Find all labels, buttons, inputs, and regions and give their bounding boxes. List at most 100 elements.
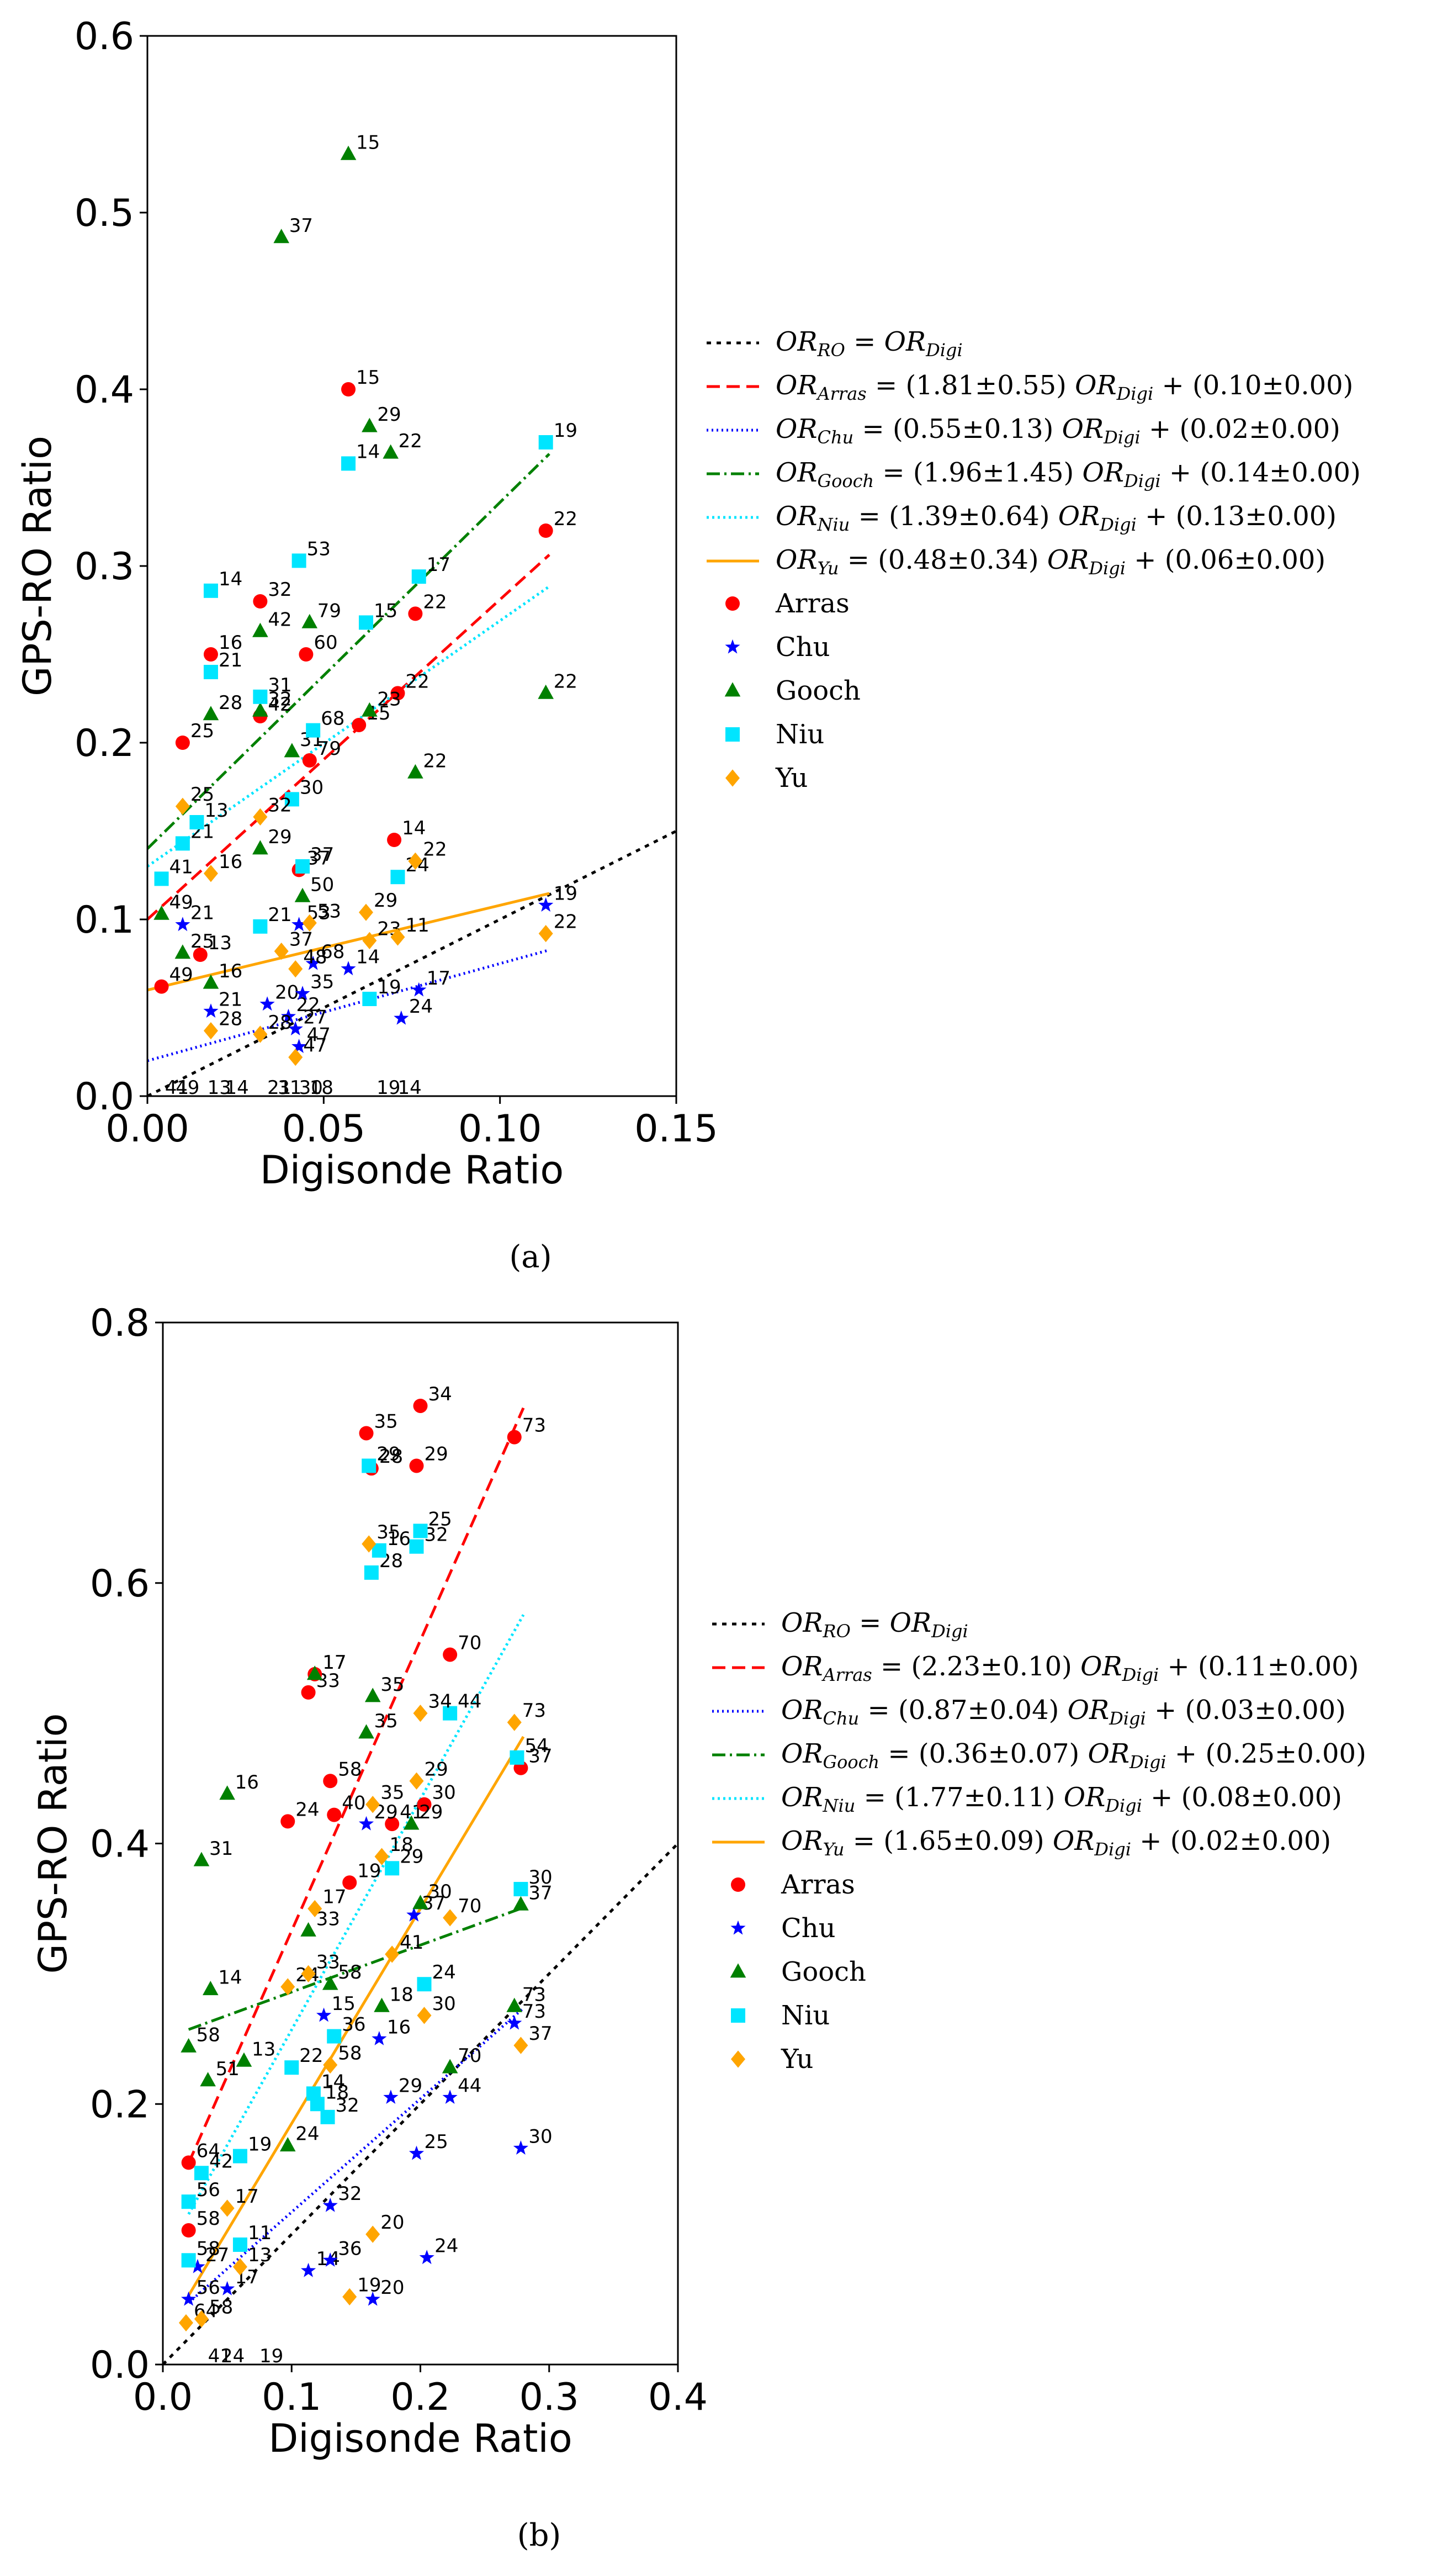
legend-label: Niu	[776, 719, 824, 750]
point-yu	[280, 1978, 295, 1996]
point-label: 28	[379, 1446, 403, 1468]
legend-marker-yu	[725, 769, 740, 787]
point-label: 29	[425, 1758, 448, 1780]
point-yu	[232, 2258, 247, 2276]
point-label: 19	[554, 882, 577, 904]
point-label: 51	[216, 2058, 240, 2080]
point-yu	[413, 1705, 428, 1722]
point-yu	[194, 2310, 209, 2328]
point-yu	[302, 914, 317, 932]
point-chu	[341, 961, 356, 976]
floor-point-label: 14	[397, 1077, 421, 1099]
point-label: 33	[316, 1908, 340, 1930]
point-chu	[316, 2007, 332, 2022]
point-label: 22	[423, 838, 447, 860]
legend-marker-niu	[725, 727, 740, 742]
point-label: 32	[268, 579, 291, 601]
point-gooch	[538, 684, 554, 699]
legend-entry: ORArras = (2.23±0.10) ORDigi + (0.11±0.0…	[781, 1651, 1359, 1685]
point-gooch	[279, 2137, 296, 2152]
point-yu	[365, 2225, 380, 2243]
point-chu	[301, 2262, 316, 2277]
floor-point-label: 31	[278, 1077, 301, 1099]
point-arras	[302, 753, 317, 768]
point-arras	[408, 606, 423, 621]
data-points: 6458243317584019352841293430707337562717…	[178, 1383, 553, 2367]
point-chu	[538, 897, 554, 912]
point-chu	[406, 1907, 422, 1922]
point-label: 15	[374, 600, 397, 622]
point-label: 17	[322, 1652, 346, 1674]
point-label: 15	[332, 1993, 356, 2015]
point-label: 25	[425, 2131, 448, 2153]
point-chu	[181, 2291, 197, 2306]
floor-point-label: 18	[310, 1077, 333, 1099]
point-chu	[409, 2145, 425, 2160]
legend-marker-yu	[731, 2050, 745, 2068]
point-label: 28	[268, 1012, 291, 1034]
point-gooch	[252, 622, 268, 637]
point-arras	[323, 1774, 338, 1789]
point-niu	[390, 870, 405, 885]
point-label: 25	[190, 784, 214, 806]
legend-entry: ORYu = (0.48±0.34) ORDigi + (0.06±0.00)	[776, 544, 1325, 579]
point-label: 56	[197, 2277, 220, 2299]
point-gooch	[407, 764, 423, 779]
point-gooch	[506, 1997, 523, 2012]
point-label: 33	[316, 1951, 340, 1973]
legend-entry: ORNiu = (1.39±0.64) ORDigi + (0.13±0.00)	[776, 501, 1337, 535]
point-niu	[341, 456, 356, 471]
fit-line-ro-digi	[163, 1842, 678, 2365]
point-label: 48	[303, 946, 327, 969]
point-label: 47	[307, 1024, 331, 1046]
floor-point-label: 13	[208, 1077, 231, 1099]
point-label: 68	[321, 708, 344, 730]
point-label: 14	[219, 568, 242, 590]
point-gooch	[412, 1895, 428, 1909]
point-label: 32	[268, 688, 291, 710]
point-niu	[362, 1458, 376, 1473]
point-yu	[301, 1965, 316, 1982]
point-label: 35	[374, 1410, 398, 1432]
point-label: 25	[428, 1508, 452, 1530]
point-label: 35	[310, 971, 334, 993]
point-label: 14	[218, 1967, 242, 1989]
point-chu	[442, 2090, 458, 2104]
point-arras	[327, 1807, 342, 1822]
point-gooch	[340, 145, 357, 160]
point-niu	[284, 792, 299, 807]
point-label: 11	[248, 2222, 272, 2244]
point-label: 29	[425, 1443, 448, 1465]
point-arras	[409, 1458, 424, 1473]
point-gooch	[374, 1997, 390, 2012]
point-label: 15	[356, 367, 380, 389]
point-label: 19	[377, 976, 401, 998]
point-label: 18	[390, 1834, 413, 1856]
point-niu	[413, 1524, 428, 1538]
point-arras	[299, 647, 314, 662]
point-label: 16	[219, 632, 242, 654]
point-label: 22	[554, 508, 577, 530]
point-label: 20	[275, 982, 299, 1004]
point-yu	[365, 1796, 380, 1813]
point-arras	[359, 1426, 374, 1441]
point-label: 19	[554, 420, 577, 442]
point-niu	[310, 2097, 325, 2112]
point-gooch	[362, 702, 378, 717]
y-tick-label: 0.6	[75, 15, 134, 59]
point-label: 37	[307, 847, 331, 869]
point-label: 53	[307, 538, 331, 560]
point-label: 34	[428, 1383, 452, 1405]
point-niu	[253, 689, 268, 704]
point-label: 58	[197, 2238, 220, 2260]
point-yu	[323, 2056, 338, 2074]
point-label: 37	[289, 929, 313, 951]
point-chu	[288, 1021, 303, 1035]
point-label: 18	[390, 1983, 413, 2006]
floor-point-label: 30	[299, 1077, 323, 1099]
legend-marker-gooch	[730, 1963, 746, 1978]
point-yu	[358, 903, 373, 921]
point-label: 16	[219, 851, 242, 873]
point-chu	[411, 982, 427, 997]
